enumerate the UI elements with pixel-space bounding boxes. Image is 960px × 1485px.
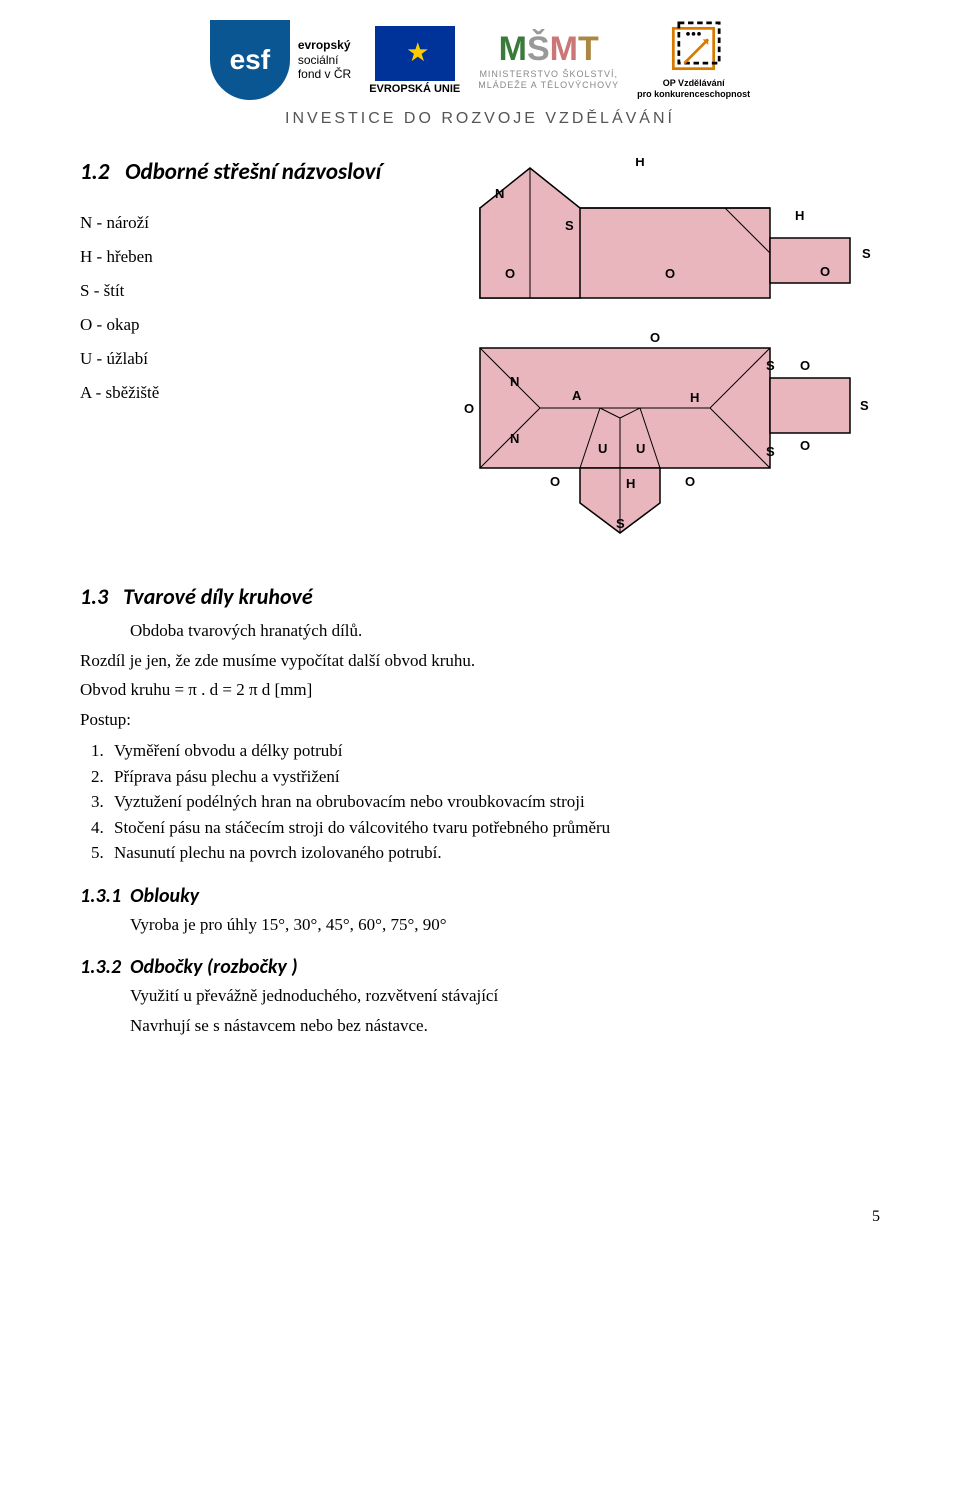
lbl-O-mid: O — [665, 266, 675, 281]
lbl2-S-r1: S — [766, 358, 775, 373]
heading-1-3-1-num: 1.3.1 — [80, 884, 121, 908]
eu-label: EVROPSKÁ UNIE — [369, 83, 460, 95]
heading-1-3-2-title: Odbočky (rozbočky ) — [130, 955, 297, 979]
investice-tagline: INVESTICE DO ROZVOJE VZDĚLÁVÁNÍ — [80, 110, 880, 128]
lbl-O-left: O — [505, 266, 515, 281]
lbl-N: N — [495, 186, 504, 201]
odbocky-text2: Navrhují se s nástavcem nebo bez nástavc… — [130, 1013, 880, 1039]
heading-1-3-num: 1.3 — [80, 583, 108, 610]
lbl-S-right: S — [862, 246, 871, 261]
heading-1-2-title: Odborné střešní názvosloví — [125, 158, 381, 186]
lbl2-O-bl: O — [550, 474, 560, 489]
heading-1-3-2: 1.3.2 Odbočky (rozbočky ) — [80, 955, 880, 979]
lbl-H-right: H — [795, 208, 804, 223]
step-item: Nasunutí plechu na povrch izolovaného po… — [108, 840, 880, 866]
lbl2-O-top: O — [650, 330, 660, 345]
esf-icon: esf — [210, 20, 290, 100]
heading-1-3-title: Tvarové díly kruhové — [123, 583, 313, 610]
oblouky-text: Vyroba je pro úhly 15°, 30°, 45°, 60°, 7… — [130, 912, 880, 938]
msmt-logo: MŠMT MINISTERSTVO ŠKOLSTVÍ, MLÁDEŽE A TĚ… — [478, 30, 619, 91]
lbl2-O-r2: O — [800, 438, 810, 453]
heading-1-3-2-num: 1.3.2 — [80, 955, 121, 979]
lbl2-U1: U — [598, 441, 607, 456]
lbl2-O-br: O — [685, 474, 695, 489]
esf-abbr: esf — [230, 44, 270, 76]
heading-1-3: 1.3 Tvarové díly kruhové — [80, 583, 880, 610]
esf-line2: sociální — [298, 53, 351, 67]
msmt-line2: MLÁDEŽE A TĚLOVÝCHOVY — [478, 80, 619, 91]
funding-logos-row: esf evropský sociální fond v ČR ★ EVROPS… — [80, 20, 880, 100]
msmt-icon: MŠMT — [499, 30, 599, 69]
heading-1-3-1: 1.3.1 Oblouky — [80, 884, 880, 908]
lbl-O-right: O — [820, 264, 830, 279]
step-item: Vyměření obvodu a délky potrubí — [108, 738, 880, 764]
page-number: 5 — [80, 1208, 880, 1226]
op-logo: OP Vzdělávání pro konkurenceschopnost — [637, 21, 750, 100]
op-text: OP Vzdělávání pro konkurenceschopnost — [637, 78, 750, 100]
step-item: Příprava pásu plechu a vystřižení — [108, 764, 880, 790]
lbl2-N-lower: N — [510, 431, 519, 446]
lbl2-S-bot: S — [616, 516, 625, 531]
esf-text: evropský sociální fond v ČR — [298, 38, 351, 81]
lbl2-H-mid: H — [690, 390, 699, 405]
lbl-H-top: H — [635, 158, 644, 169]
intro-line: Obdoba tvarových hranatých dílů. — [130, 618, 880, 644]
lbl2-S-r2: S — [766, 444, 775, 459]
lbl2-O-r1: O — [800, 358, 810, 373]
lbl2-O-left: O — [464, 401, 474, 416]
content: H N S O O O H S — [80, 158, 880, 1226]
heading-1-3-1-title: Oblouky — [130, 884, 199, 908]
page: esf evropský sociální fond v ČR ★ EVROPS… — [0, 0, 960, 1266]
eu-flag-icon: ★ — [375, 26, 455, 81]
lbl2-A: A — [572, 388, 582, 403]
esf-logo: esf evropský sociální fond v ČR — [210, 20, 351, 100]
steps-list: Vyměření obvodu a délky potrubí Příprava… — [80, 738, 880, 866]
step-item: Stočení pásu na stáčecím stroji do válco… — [108, 815, 880, 841]
lbl2-H-bot: H — [626, 476, 635, 491]
eu-logo: ★ EVROPSKÁ UNIE — [369, 26, 460, 95]
op-line1: OP Vzdělávání — [637, 78, 750, 89]
roof-diagram: H N S O O O H S — [450, 158, 880, 543]
obvod-line: Obvod kruhu = π . d = 2 π d [mm] — [80, 677, 880, 703]
rozdil-line: Rozdíl je jen, že zde musíme vypočítat d… — [80, 648, 880, 674]
lbl2-S-far: S — [860, 398, 869, 413]
step-item: Vyztužení podélných hran na obrubovacím … — [108, 789, 880, 815]
op-icon — [666, 21, 721, 76]
odbocky-text1: Využití u převážně jednoduchého, rozvětv… — [130, 983, 880, 1009]
heading-1-2-num: 1.2 — [80, 158, 109, 186]
msmt-line1: MINISTERSTVO ŠKOLSTVÍ, — [478, 69, 619, 80]
lbl-S-gable: S — [565, 218, 574, 233]
lbl2-U2: U — [636, 441, 645, 456]
postup-label: Postup: — [80, 707, 880, 733]
op-line2: pro konkurenceschopnost — [637, 89, 750, 100]
esf-line3: fond v ČR — [298, 67, 351, 81]
esf-line1: evropský — [298, 38, 351, 52]
lbl2-N-upper: N — [510, 374, 519, 389]
msmt-text: MINISTERSTVO ŠKOLSTVÍ, MLÁDEŽE A TĚLOVÝC… — [478, 69, 619, 91]
